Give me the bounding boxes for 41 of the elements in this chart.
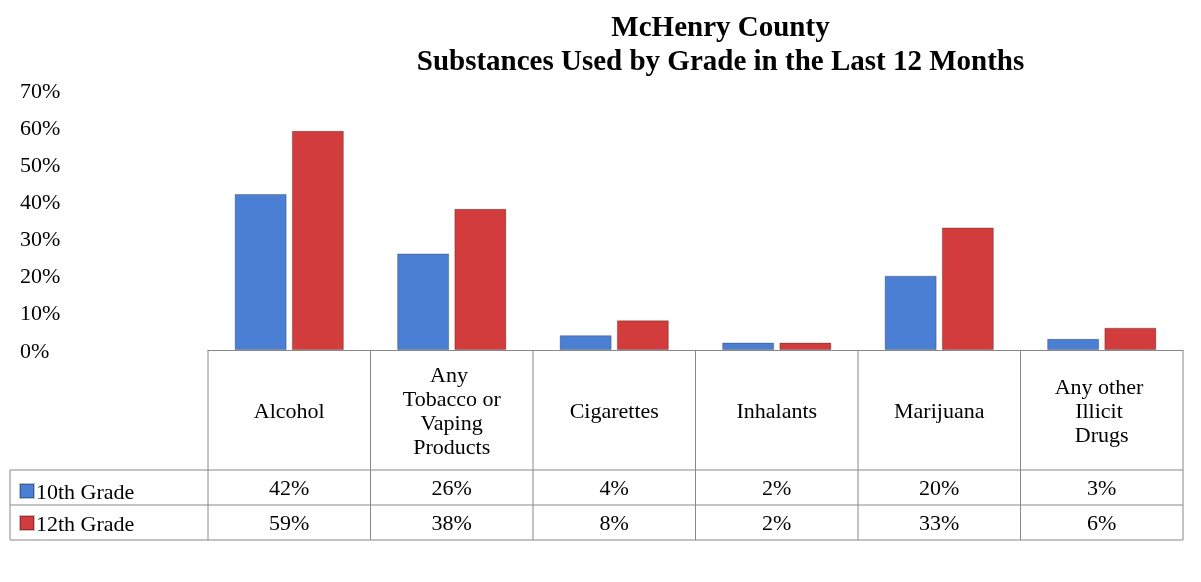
bar — [454, 208, 507, 350]
bar — [884, 275, 937, 350]
x-tick-label: Cigarettes — [569, 397, 659, 423]
bar — [779, 342, 832, 350]
bar — [1104, 327, 1157, 350]
legend-label: 12th Grade — [36, 510, 135, 536]
bar — [397, 253, 450, 350]
data-label: 59% — [269, 510, 310, 535]
y-tick-label: 40% — [20, 188, 61, 214]
data-label: 20% — [919, 475, 960, 500]
data-label: 2% — [762, 510, 792, 535]
y-tick-label: 20% — [20, 263, 61, 289]
x-tick-label: Inhalants — [736, 397, 818, 423]
data-label: 4% — [599, 475, 629, 500]
data-label: 33% — [919, 510, 960, 535]
y-tick-label: 0% — [20, 337, 50, 363]
bar — [616, 320, 669, 350]
data-label: 2% — [762, 475, 792, 500]
x-tick-label: Alcohol — [253, 397, 325, 423]
bar — [722, 342, 775, 350]
chart-title: McHenry County Substances Used by Grade in the Last 12 Months — [416, 10, 1025, 76]
bar — [1047, 338, 1100, 350]
x-tick-label: Marijuana — [894, 397, 985, 423]
bar — [941, 227, 994, 350]
data-label: 42% — [269, 475, 310, 500]
x-tick-label: Any other Illicit Drugs — [1054, 373, 1149, 447]
y-tick-label: 70% — [20, 77, 61, 103]
y-tick-label: 10% — [20, 300, 61, 326]
y-tick-label: 60% — [20, 114, 61, 140]
y-tick-label: 50% — [20, 151, 61, 177]
bar — [559, 335, 612, 350]
data-label: 38% — [431, 510, 472, 535]
data-label: 26% — [431, 475, 472, 500]
y-tick-label: 30% — [20, 226, 61, 252]
bar — [291, 130, 344, 350]
data-label: 8% — [599, 510, 629, 535]
x-tick-label: Any Tobacco or Vaping Products — [402, 361, 502, 459]
bar — [234, 194, 287, 350]
data-label: 3% — [1087, 475, 1117, 500]
data-label: 6% — [1087, 510, 1117, 535]
legend-label: 10th Grade — [36, 478, 135, 504]
